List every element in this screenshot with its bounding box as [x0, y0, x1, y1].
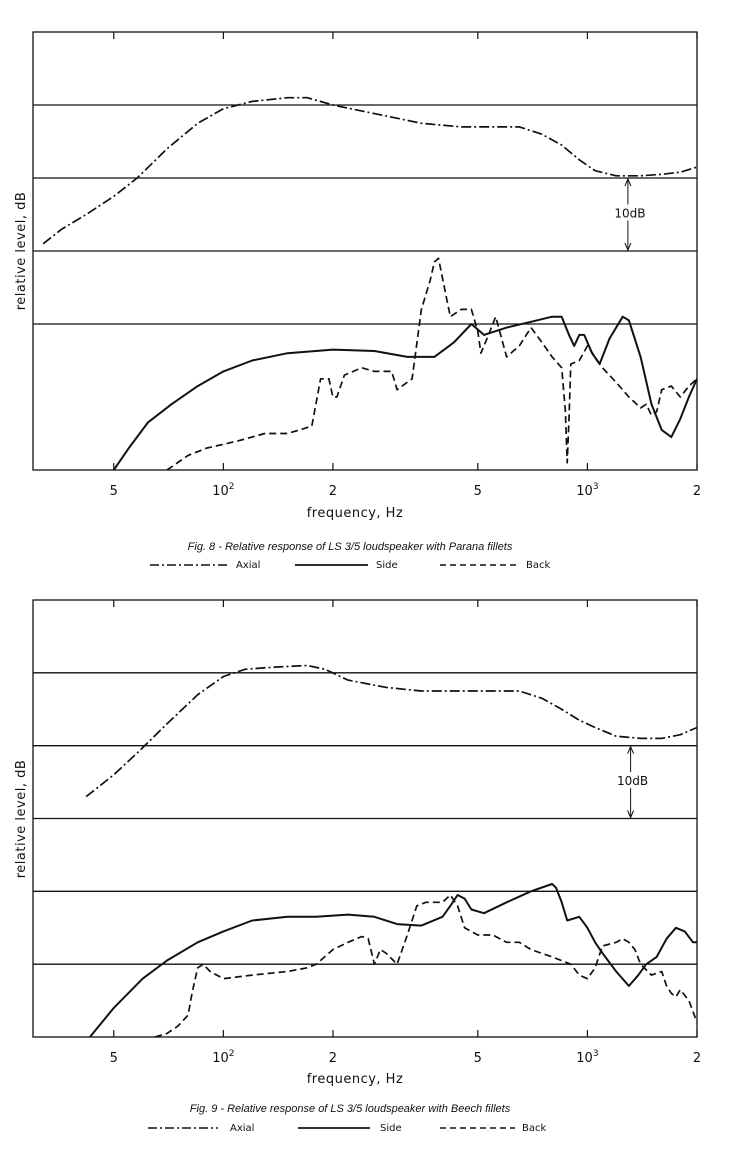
fig8-ylabel: relative level, dB — [14, 192, 29, 311]
fig8-series-back — [166, 257, 697, 470]
figure-8: relative level, dB 5 102 2 5 103 2 10dB freque… — [14, 31, 701, 571]
fig9-legend-back-label: Back — [522, 1123, 546, 1134]
fig9-xlabel: frequency, Hz — [307, 1072, 404, 1087]
fig9-tick-label-5: 2 — [693, 1051, 701, 1066]
fig9-scale-arrow-down — [627, 810, 635, 819]
fig9-ylabel: relative level, dB — [14, 760, 29, 879]
fig9-scale-arrow-up — [627, 745, 635, 754]
fig8-scale-label: 10dB — [614, 207, 645, 221]
fig8-tick-label-4: 103 — [576, 482, 598, 499]
fig9-tick-label-1: 102 — [212, 1049, 234, 1066]
fig8-plot-area: 5 102 2 5 103 2 10dB — [32, 31, 701, 499]
fig9-scale-label: 10dB — [617, 774, 648, 788]
fig8-legend-back-label: Back — [526, 560, 550, 571]
fig9-series-back — [154, 894, 697, 1037]
fig8-xlabel: frequency, Hz — [307, 506, 404, 521]
fig9-tick-label-3: 5 — [474, 1051, 482, 1066]
fig9-caption: Fig. 9 - Relative response of LS 3/5 lou… — [190, 1103, 511, 1115]
fig9-legend: Axial Side Back — [148, 1123, 546, 1134]
fig8-tick-label-1: 102 — [212, 482, 234, 499]
fig8-legend-side-label: Side — [376, 560, 398, 571]
fig8-tick-label-2: 2 — [329, 484, 337, 499]
fig8-legend: Axial Side Back — [150, 560, 550, 571]
fig8-series-side — [112, 315, 697, 470]
fig8-series-axial — [42, 96, 697, 245]
fig9-legend-axial-label: Axial — [230, 1123, 254, 1134]
fig8-scale-arrow-up — [624, 177, 632, 187]
fig9-tick-label-4: 103 — [576, 1049, 598, 1066]
fig8-tick-label-0: 5 — [110, 484, 118, 499]
fig8-tick-label-3: 5 — [474, 484, 482, 499]
fig9-scale-label-bg — [612, 772, 653, 789]
figure-9: relative level, dB 5 102 2 5 103 2 10dB freque… — [14, 599, 701, 1134]
fig9-legend-side-label: Side — [380, 1123, 402, 1134]
fig9-tick-label-0: 5 — [110, 1051, 118, 1066]
fig9-tick-label-2: 2 — [329, 1051, 337, 1066]
fig8-legend-axial-label: Axial — [236, 560, 260, 571]
fig9-series-axial — [85, 664, 697, 798]
fig8-scale-arrow-down — [624, 242, 632, 252]
fig9-plot-area: 5 102 2 5 103 2 10dB — [32, 599, 701, 1066]
fig8-tick-label-5: 2 — [693, 484, 701, 499]
fig8-caption: Fig. 8 - Relative response of LS 3/5 lou… — [188, 541, 513, 553]
fig8-scale-label-bg — [609, 204, 650, 221]
